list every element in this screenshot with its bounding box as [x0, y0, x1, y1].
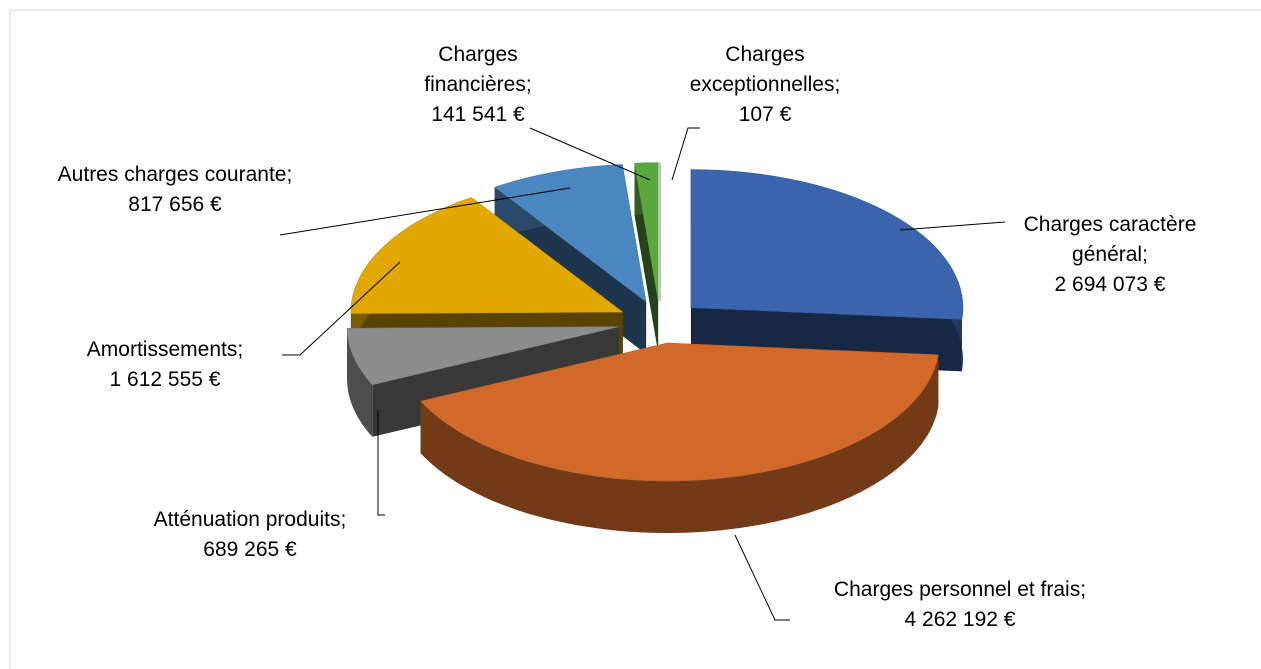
value-label: 817 656 €: [128, 193, 222, 216]
slice: [350, 197, 624, 314]
leader-line: [899, 221, 1006, 231]
value-label: 1 612 555 €: [109, 368, 221, 391]
category-label: Charges financières: [424, 43, 526, 96]
slice: [420, 342, 939, 482]
leader-line: [282, 261, 401, 356]
leader-line: [529, 127, 651, 181]
label-separator: ;: [340, 508, 347, 531]
value-label: 4 262 192 €: [904, 608, 1016, 631]
slice-wall: [420, 354, 939, 533]
data-label: Charges exceptionnelles; 107 €: [665, 40, 865, 130]
slice: [690, 169, 964, 320]
slice: [494, 164, 647, 303]
data-label: Atténuation produits; 689 265 €: [100, 505, 400, 565]
label-separator: ;: [1080, 578, 1087, 601]
pie: [346, 162, 964, 533]
category-label: Amortissements: [86, 338, 238, 361]
category-label: Charges caractère général: [1023, 213, 1197, 266]
category-label: Charges personnel et frais: [833, 578, 1081, 601]
slice-wall: [347, 328, 373, 437]
label-separator: ;: [286, 163, 293, 186]
label-separator: ;: [525, 73, 532, 96]
leader-line: [734, 534, 790, 621]
value-label: 107 €: [738, 103, 792, 126]
value-label: 141 541 €: [431, 103, 525, 126]
label-separator: ;: [237, 338, 244, 361]
leader-line: [377, 410, 385, 516]
slice: [346, 326, 620, 386]
value-label: 689 265 €: [203, 538, 297, 561]
data-label: Charges caractère général; 2 694 073 €: [995, 210, 1225, 300]
category-label: Autres charges courante: [57, 163, 287, 186]
data-label: Charges financières; 141 541 €: [388, 40, 568, 130]
slice: [634, 162, 659, 301]
data-label: Autres charges courante; 817 656 €: [25, 160, 325, 220]
data-label: Charges personnel et frais; 4 262 192 €: [770, 575, 1150, 635]
leader-line: [279, 187, 571, 236]
value-label: 2 694 073 €: [1054, 273, 1166, 296]
label-separator: ;: [834, 73, 841, 96]
leader-line: [671, 127, 700, 181]
category-label: Atténuation produits: [153, 508, 341, 531]
category-label: Charges exceptionnelles: [689, 43, 835, 96]
data-label: Amortissements; 1 612 555 €: [45, 335, 285, 395]
label-separator: ;: [1142, 243, 1148, 266]
